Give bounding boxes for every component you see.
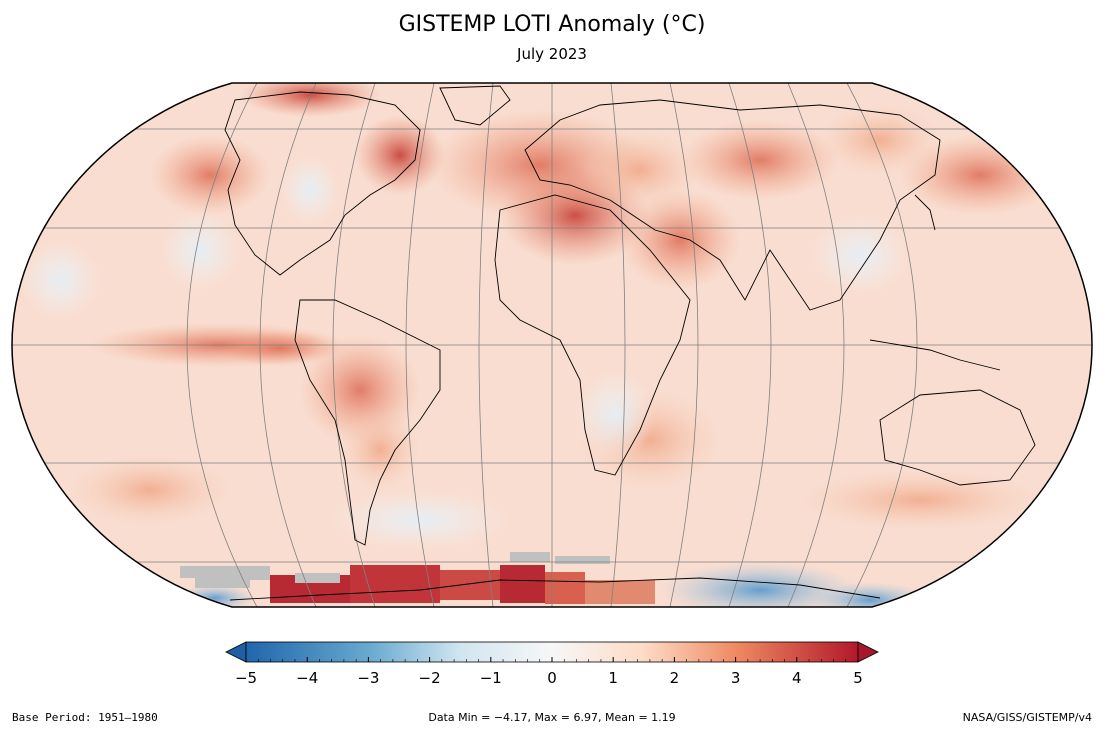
colorbar-tick-label: −5	[235, 669, 257, 687]
colorbar-tick-label: 2	[670, 669, 680, 687]
colorbar: −5 −4 −3 −2 −1 0 1 2 3 4 5	[225, 641, 879, 687]
antarctica-outline	[229, 577, 881, 601]
colorbar-tick-label: −1	[480, 669, 502, 687]
eurasia-outline	[524, 99, 941, 311]
coastlines	[224, 85, 1036, 601]
base-period-label: Base Period: 1951–1980	[12, 711, 158, 724]
africa-outline	[494, 194, 691, 476]
world-anomaly-map	[11, 82, 1093, 608]
japan-outline	[914, 194, 936, 231]
colorbar-tick-label: −4	[296, 669, 318, 687]
colorbar-ticks: −5 −4 −3 −2 −1 0 1 2 3 4 5	[235, 657, 863, 687]
colorbar-tick-label: 5	[853, 669, 863, 687]
colorbar-tick-label: −2	[419, 669, 441, 687]
greenland-outline	[439, 85, 511, 126]
source-label: NASA/GISS/GISTEMP/v4	[962, 711, 1092, 724]
colorbar-tick-label: 1	[608, 669, 618, 687]
map-subtitle: July 2023	[517, 45, 587, 63]
colorbar-max-arrow	[857, 641, 879, 663]
graticule	[12, 83, 1092, 607]
data-stats-label: Data Min = −4.17, Max = 6.97, Mean = 1.1…	[428, 711, 676, 724]
colorbar-tick-label: 0	[547, 669, 557, 687]
map-title: GISTEMP LOTI Anomaly (°C)	[398, 12, 706, 37]
north-america-outline	[224, 91, 421, 276]
colorbar-tick-label: −3	[357, 669, 379, 687]
australia-outline	[879, 389, 1036, 486]
south-america-outline	[294, 299, 441, 546]
map-border	[11, 82, 1093, 608]
colorbar-tick-label: 3	[731, 669, 741, 687]
colorbar-tick-label: 4	[792, 669, 802, 687]
colorbar-min-arrow	[225, 641, 247, 663]
indonesia-outline	[869, 339, 1001, 371]
